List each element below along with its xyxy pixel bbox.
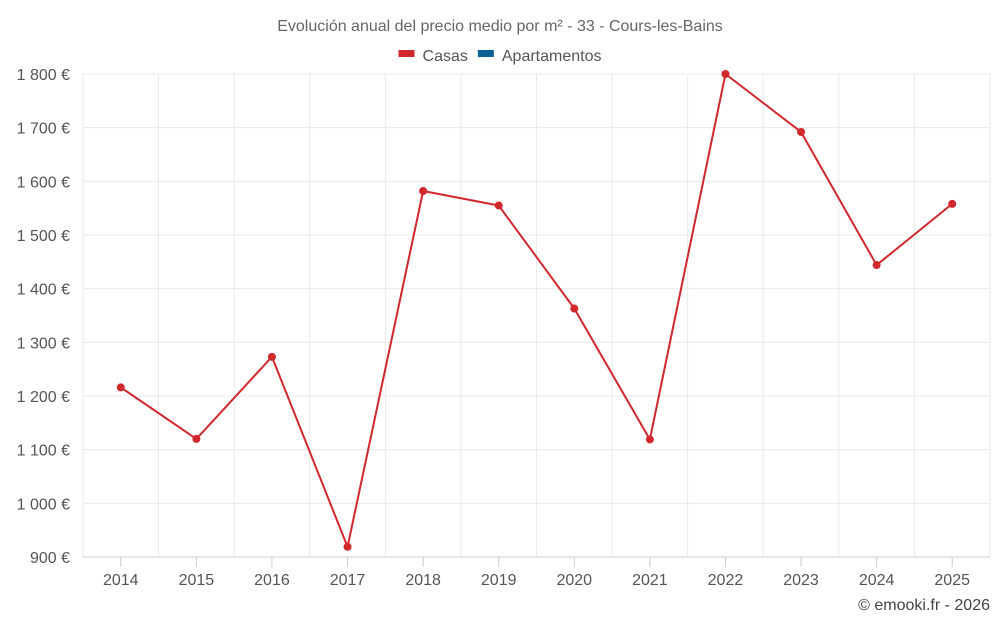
y-tick-label: 1 700 € [17,121,70,138]
x-tick-label: 2016 [254,572,290,589]
x-grid [82,74,991,557]
x-axis: 2014 2015 2016 2017 2018 2019 2020 2021 2022 2023… [103,557,970,589]
legend-item-casas[interactable]: Casas [398,48,468,65]
x-tick-label: 2015 [179,572,215,589]
data-point-casas-2025[interactable] [948,199,957,208]
series-line-casas [120,73,953,548]
data-point-casas-2021[interactable] [645,435,654,444]
y-tick-label: 1 200 € [17,389,70,406]
x-tick-label: 2023 [783,572,819,589]
x-tick-label: 2019 [481,572,517,589]
x-tick-label: 2018 [405,572,441,589]
legend[interactable]: Casas Apartamentos [398,48,602,65]
y-tick-label: 1 400 € [17,282,70,299]
x-tick-label: 2014 [103,572,139,589]
data-point-casas-2015[interactable] [192,434,201,443]
legend-item-apartamentos[interactable]: Apartamentos [477,48,602,65]
x-tick-label: 2017 [330,572,366,589]
legend-swatch [398,50,415,57]
y-tick-label: 1 600 € [17,174,70,191]
y-tick-label: 900 € [30,550,70,567]
y-tick-label: 1 800 € [17,67,70,84]
data-point-casas-2024[interactable] [872,261,881,270]
data-point-casas-2019[interactable] [494,201,503,210]
data-point-casas-2016[interactable] [267,352,276,361]
data-point-casas-2014[interactable] [116,383,125,392]
x-tick-label: 2021 [632,572,668,589]
x-tick-label: 2025 [934,572,970,589]
x-tick-label: 2020 [556,572,592,589]
data-point-casas-2017[interactable] [343,542,352,551]
data-point-casas-2020[interactable] [570,304,579,313]
data-point-casas-2023[interactable] [797,127,806,136]
y-tick-label: 1 100 € [17,443,70,460]
legend-label: Casas [423,48,468,65]
series-layer [116,70,957,551]
y-tick-label: 1 300 € [17,335,70,352]
data-point-casas-2022[interactable] [721,70,730,78]
y-tick-label: 1 500 € [17,228,70,245]
y-tick-label: 1 000 € [17,496,70,513]
chart-title: Evolución anual del precio medio por m² … [277,18,723,35]
x-tick-label: 2022 [708,572,744,589]
y-grid [83,73,990,504]
legend-label: Apartamentos [502,48,602,65]
y-axis: 900 € 1 000 € 1 100 € 1 200 € 1 300 € 1 400 €… [17,67,70,567]
data-point-casas-2018[interactable] [419,186,428,195]
legend-swatch [477,50,494,57]
x-tick-label: 2024 [859,572,895,589]
credit-text: © emooki.fr - 2026 [858,597,990,614]
